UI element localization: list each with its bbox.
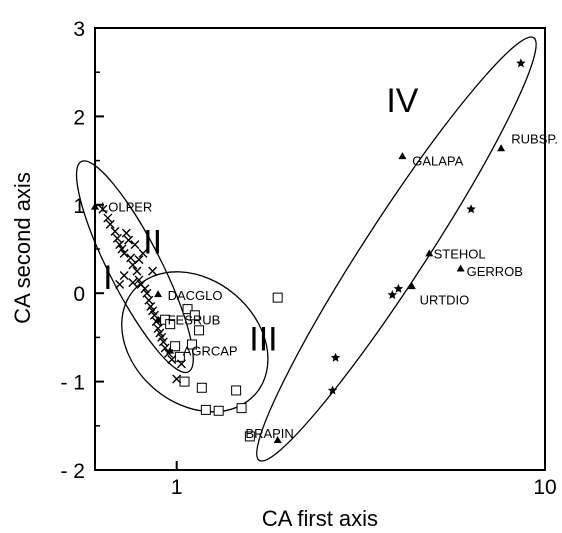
x-point [115, 240, 125, 250]
x-point [151, 316, 161, 326]
group-label: I [103, 259, 112, 297]
group-ellipse [121, 271, 269, 413]
square-point [236, 403, 247, 414]
triangle-point [273, 435, 282, 443]
x-point [103, 213, 113, 223]
species-label: LOLPER [101, 200, 152, 215]
x-point [134, 255, 144, 265]
x-point [138, 248, 148, 258]
square-point [189, 310, 200, 321]
group-label: IV [386, 82, 418, 120]
species-label: AGRCAP [183, 344, 238, 359]
group-label: II [143, 223, 162, 261]
species-label: FESRUB [168, 313, 221, 328]
y-axis-label: CA second axis [10, 172, 35, 324]
square-point [244, 431, 255, 442]
star-point [516, 58, 526, 68]
group-ellipses [75, 36, 537, 462]
x-point [132, 266, 142, 276]
y-tick-label: 0 [73, 283, 85, 306]
x-point [121, 228, 131, 238]
x-tick-label: 10 [533, 476, 556, 499]
triangle-point [497, 144, 506, 152]
x-point [128, 278, 138, 288]
star-point [387, 289, 398, 300]
square-point [213, 405, 224, 416]
x-point [105, 219, 115, 229]
square-point [272, 292, 283, 303]
square-point [194, 325, 205, 336]
square-point [196, 382, 207, 393]
square-point [179, 376, 190, 387]
x-point [115, 279, 125, 289]
square-point [165, 319, 176, 330]
group-ellipse [75, 160, 194, 374]
group-ellipse [256, 36, 537, 462]
y-tick-label: - 1 [60, 372, 85, 395]
species-label: BRAPIN [245, 426, 293, 441]
x-point [172, 374, 182, 384]
x-point [119, 248, 129, 258]
x-point [130, 240, 140, 250]
y-tick-label: 1 [73, 195, 85, 218]
star-point [393, 283, 404, 293]
x-point [148, 266, 158, 276]
x-point [176, 359, 186, 369]
x-point [149, 310, 159, 320]
square-point [170, 341, 181, 352]
species-label: STEHOL [434, 246, 486, 261]
x-point [167, 355, 177, 364]
y-tick-label: 3 [73, 18, 85, 41]
triangle-point [154, 290, 163, 298]
triangle-point [425, 249, 434, 257]
species-label: URTDIO [420, 292, 470, 307]
square-point [182, 304, 193, 315]
square-point [200, 404, 211, 415]
x-point [126, 253, 136, 263]
triangle-point [398, 152, 407, 160]
x-point [110, 226, 120, 236]
species-label: GALAPA [412, 154, 463, 169]
x-axis-label: CA first axis [262, 506, 378, 531]
star-point [327, 385, 338, 395]
x-point [117, 244, 127, 254]
x-point [164, 348, 173, 358]
square-point [186, 339, 197, 350]
x-tick-label: 1 [171, 476, 183, 499]
group-label: III [249, 321, 277, 359]
x-point [124, 235, 134, 245]
data-points [91, 58, 526, 443]
x-point [144, 295, 154, 305]
point-labels: LOLPER DACGLO FESRUB AGRCAP BRAPIN RUBSP. GALA… [101, 82, 558, 441]
x-point [98, 204, 108, 214]
x-point [119, 271, 129, 281]
x-point [134, 275, 144, 285]
triangle-point [456, 264, 465, 272]
triangle-point [407, 282, 416, 290]
triangle-point [91, 202, 99, 210]
species-label: RUBSP. [511, 132, 558, 147]
square-point [231, 385, 242, 396]
species-label: GERROB [467, 264, 523, 279]
x-point [112, 233, 122, 243]
y-tick-label: - 2 [60, 460, 85, 483]
x-point [142, 288, 152, 298]
species-label: DACGLO [168, 288, 223, 303]
y-tick-label: 2 [73, 106, 85, 129]
x-point [140, 284, 150, 294]
star-point [466, 204, 476, 214]
x-point [160, 343, 170, 353]
star-point [330, 352, 341, 362]
